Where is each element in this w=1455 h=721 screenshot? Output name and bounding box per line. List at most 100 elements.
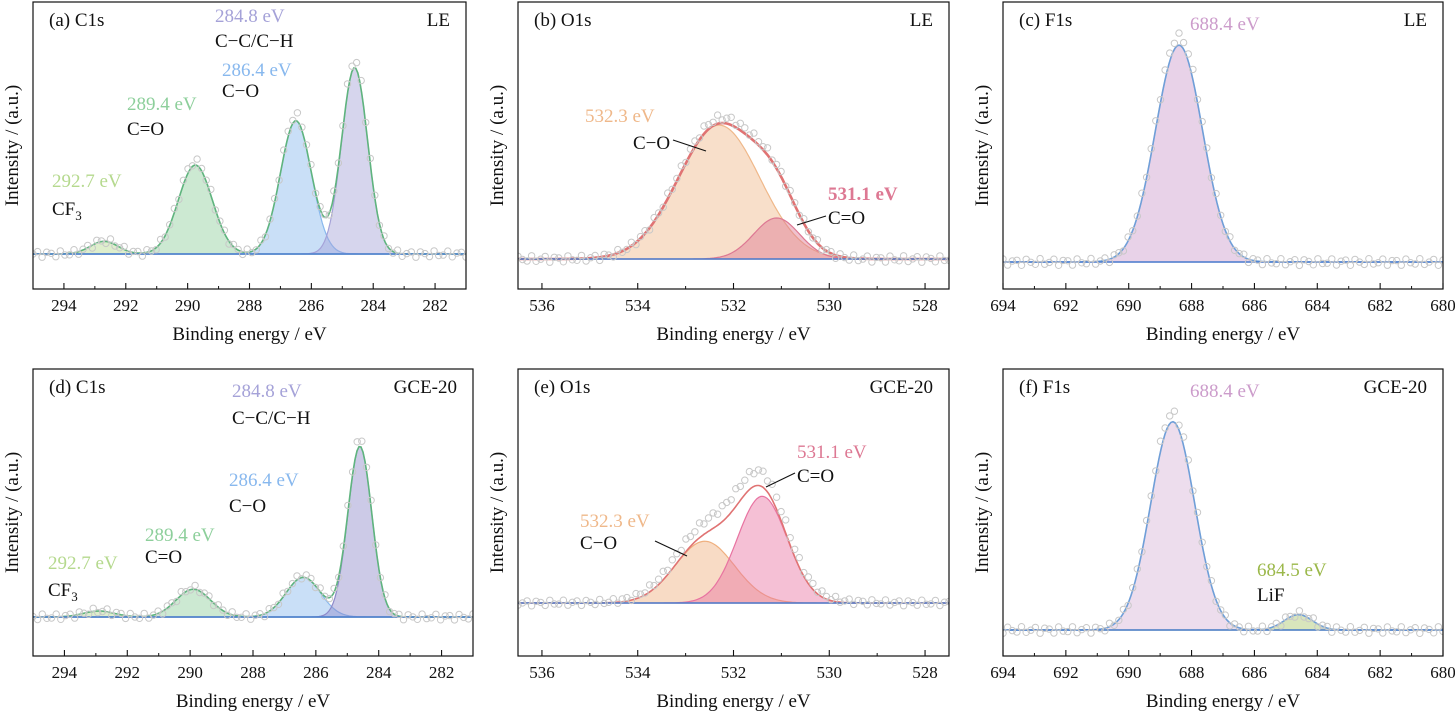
data-point (1054, 623, 1063, 631)
data-point (284, 127, 292, 136)
data-point (366, 154, 374, 163)
data-point (1156, 437, 1165, 445)
data-point (1388, 256, 1396, 265)
x-tick-label: 692 (1053, 296, 1079, 315)
data-point (909, 255, 917, 263)
data-point (831, 254, 840, 262)
data-point (586, 254, 595, 262)
data-point (1087, 629, 1095, 637)
x-axis-label: Binding energy / eV (656, 691, 811, 712)
x-tick-label: 680 (1430, 296, 1455, 315)
data-point (1254, 627, 1262, 635)
panel-d: 294 292 290 288 286 284 282 Binding energy / eV… (2, 368, 474, 712)
data-point (1059, 627, 1067, 635)
data-point (1027, 258, 1035, 266)
data-point (1031, 260, 1040, 268)
data-point (600, 599, 608, 608)
data-point (111, 242, 119, 250)
data-point (659, 567, 667, 575)
data-point (216, 217, 224, 225)
data-point (872, 599, 881, 608)
data-point (936, 252, 944, 260)
data-point (700, 520, 708, 528)
data-point (302, 141, 311, 149)
data-point (84, 610, 93, 618)
data-point (1193, 508, 1202, 517)
data-point (211, 206, 220, 214)
data-point (120, 242, 128, 251)
data-point (228, 608, 236, 616)
sample-label: GCE-20 (394, 377, 457, 398)
data-point (362, 118, 370, 127)
data-point (713, 111, 722, 119)
data-point (664, 566, 672, 574)
data-point (518, 601, 522, 609)
data-point (772, 493, 781, 501)
data-point (1073, 255, 1081, 263)
data-point (1439, 256, 1443, 264)
peak-assignment-label: C=O (828, 208, 865, 229)
data-point (1078, 625, 1086, 634)
data-point (435, 251, 443, 260)
x-tick-label: 528 (912, 663, 938, 682)
data-point (1036, 629, 1044, 637)
data-point (103, 605, 111, 613)
data-point (207, 185, 215, 194)
data-point (800, 568, 808, 577)
peak-energy-label: 292.7 eV (52, 171, 122, 192)
data-point (850, 600, 858, 609)
data-point (70, 246, 78, 254)
data-point (1305, 614, 1313, 623)
data-point (845, 256, 853, 264)
data-point (736, 482, 744, 491)
data-point (627, 238, 636, 247)
y-axis-label: Intensity / (a.u.) (972, 452, 993, 573)
data-point (868, 258, 876, 266)
data-point (325, 211, 333, 219)
x-tick-label: 692 (1053, 663, 1079, 682)
data-point (52, 610, 60, 618)
data-point (65, 251, 74, 259)
x-tick-label: 284 (366, 663, 392, 682)
data-point (1314, 255, 1322, 263)
data-point (172, 597, 181, 606)
data-point (1166, 49, 1174, 57)
data-point (1379, 629, 1387, 637)
data-point (1351, 628, 1359, 636)
data-point (586, 598, 595, 606)
data-point (940, 598, 949, 606)
data-point (1179, 38, 1188, 47)
data-point (899, 602, 908, 610)
data-point (289, 116, 297, 125)
data-point (1129, 584, 1137, 592)
envelope-f (1003, 420, 1443, 631)
data-point (1286, 612, 1294, 621)
data-point (841, 597, 849, 605)
data-point (541, 252, 549, 261)
data-point (371, 191, 379, 199)
data-point (52, 253, 60, 261)
data-point (768, 480, 776, 488)
data-point (1152, 117, 1160, 125)
data-point (1138, 548, 1146, 556)
data-point (436, 616, 445, 624)
envelope-a (33, 67, 466, 255)
data-point (1142, 173, 1151, 182)
peak-assignment-label: C=O (145, 547, 182, 568)
sample-label: LE (427, 10, 450, 31)
data-point (1078, 259, 1086, 267)
data-point (886, 252, 894, 260)
peak-assignment-label: C−C/C−H (232, 408, 311, 429)
data-point (1388, 627, 1396, 635)
data-point (804, 573, 813, 581)
data-point (1013, 256, 1021, 264)
data-point (297, 575, 306, 583)
data-point (166, 221, 174, 229)
sample-label: LE (1404, 10, 1427, 31)
data-point (668, 556, 676, 564)
data-point (121, 614, 130, 623)
data-point (134, 247, 142, 256)
data-point (836, 598, 844, 606)
data-point (614, 599, 622, 607)
peak-assignment-label: C−C/C−H (215, 31, 294, 52)
